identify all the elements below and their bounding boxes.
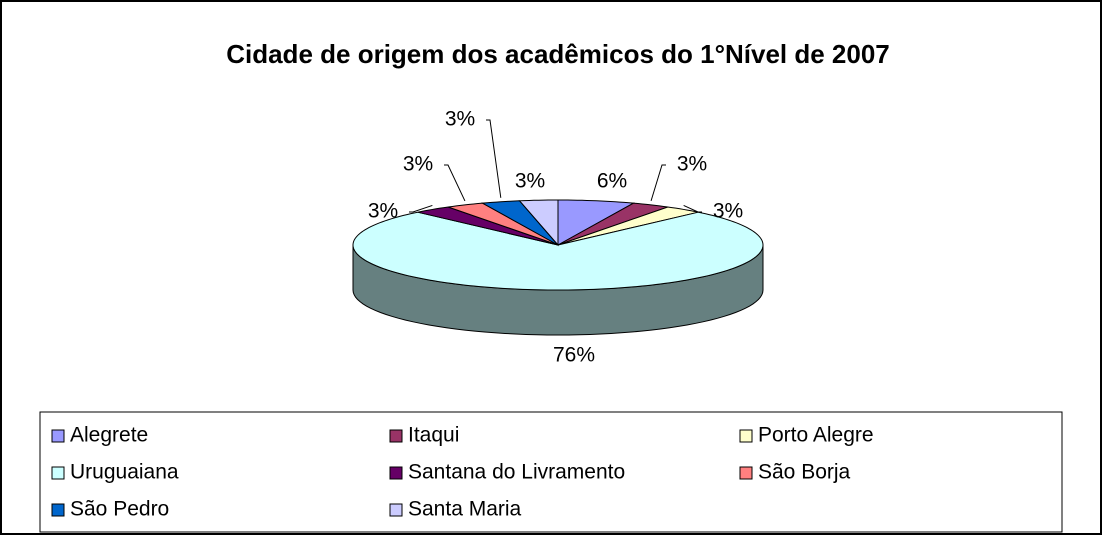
legend-label: São Pedro bbox=[70, 498, 169, 521]
slice bbox=[480, 200, 559, 246]
leader-line bbox=[650, 164, 666, 202]
leader-line bbox=[409, 204, 433, 213]
legend-label: São Borja bbox=[758, 461, 851, 484]
legend-label: Santa Maria bbox=[408, 498, 522, 521]
data-label: 3% bbox=[713, 200, 743, 223]
legend-swatch bbox=[389, 429, 403, 443]
legend-swatch bbox=[51, 503, 65, 517]
data-label: 3% bbox=[445, 108, 475, 131]
data-label: 6% bbox=[597, 170, 627, 193]
legend-label: Santana do Livramento bbox=[408, 461, 625, 484]
legend-label: Porto Alegre bbox=[758, 424, 874, 447]
legend-swatch bbox=[739, 429, 753, 443]
leader-line bbox=[444, 164, 466, 202]
leader-line bbox=[486, 119, 502, 198]
slice bbox=[557, 202, 669, 246]
chart-title: Cidade de origem dos acadêmicos do 1°Nív… bbox=[226, 39, 890, 69]
data-label: 3% bbox=[677, 153, 707, 176]
slice bbox=[557, 206, 699, 246]
slice bbox=[447, 202, 559, 246]
slice bbox=[417, 206, 559, 246]
legend-swatch bbox=[51, 429, 65, 443]
legend-box bbox=[39, 411, 1063, 533]
data-label: 3% bbox=[515, 170, 545, 193]
data-label: 76% bbox=[553, 344, 595, 367]
legend-swatch bbox=[51, 466, 65, 480]
legend-swatch bbox=[739, 466, 753, 480]
data-label: 3% bbox=[368, 200, 398, 223]
leader-line bbox=[683, 204, 702, 213]
data-label: 3% bbox=[403, 153, 433, 176]
legend-swatch bbox=[389, 503, 403, 517]
legend-label: Alegrete bbox=[70, 424, 148, 447]
legend-swatch bbox=[389, 466, 403, 480]
legend-label: Itaqui bbox=[408, 424, 459, 447]
slice bbox=[518, 199, 559, 247]
slice bbox=[557, 199, 636, 246]
legend-label: Uruguaiana bbox=[70, 461, 179, 484]
slice bbox=[352, 211, 764, 291]
